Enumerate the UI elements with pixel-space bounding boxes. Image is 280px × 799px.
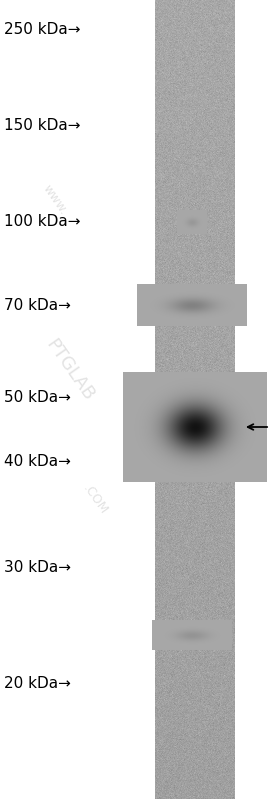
Text: 50 kDa→: 50 kDa→ [4, 389, 71, 404]
Text: 150 kDa→: 150 kDa→ [4, 118, 81, 133]
Text: PTGLAB: PTGLAB [42, 336, 98, 404]
Text: 20 kDa→: 20 kDa→ [4, 675, 71, 690]
Text: 100 kDa→: 100 kDa→ [4, 214, 81, 229]
Text: .COM: .COM [80, 483, 110, 518]
Text: www.: www. [40, 182, 70, 217]
Text: 70 kDa→: 70 kDa→ [4, 297, 71, 312]
Text: 30 kDa→: 30 kDa→ [4, 559, 71, 574]
Text: 40 kDa→: 40 kDa→ [4, 454, 71, 468]
Text: 250 kDa→: 250 kDa→ [4, 22, 81, 38]
